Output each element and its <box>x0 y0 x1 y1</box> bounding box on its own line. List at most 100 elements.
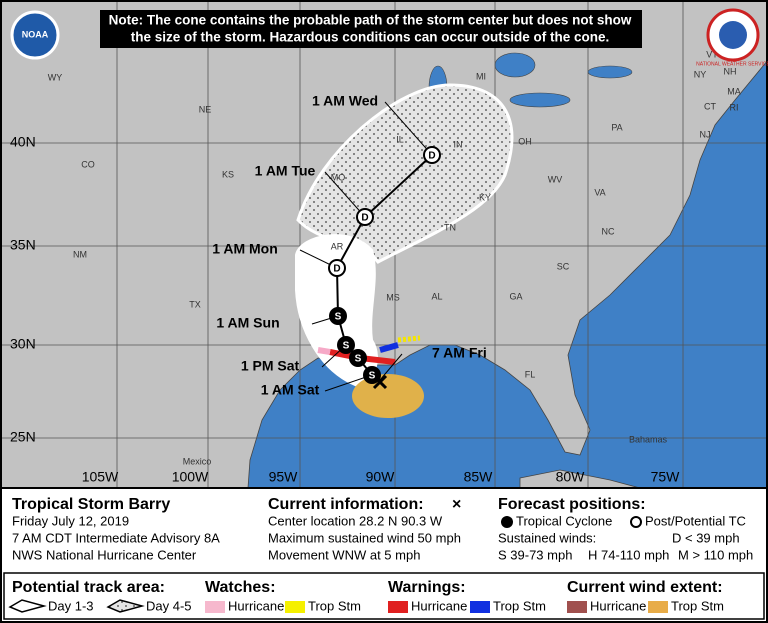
state-label: SC <box>557 261 570 271</box>
forecast-m: M > 110 mph <box>678 547 753 562</box>
forecast-label: 1 AM Sun <box>216 315 279 331</box>
forecast-h: H 74-110 mph <box>588 547 669 562</box>
storm-advisory: 7 AM CDT Intermediate Advisory 8A <box>12 530 220 545</box>
state-label: CO <box>81 159 95 169</box>
storm-date: Friday July 12, 2019 <box>12 513 129 528</box>
state-label: NY <box>694 69 707 79</box>
tc-dot <box>501 516 513 528</box>
cuba <box>519 469 641 488</box>
current-line: Maximum sustained wind 50 mph <box>268 530 461 545</box>
state-label: WY <box>48 72 63 82</box>
state-label: FL <box>525 369 536 379</box>
forecast-winds: Sustained winds: <box>498 530 596 545</box>
marker <box>356 208 374 226</box>
forecast-post: Post/Potential TC <box>645 513 746 528</box>
state-label: VT <box>706 49 718 59</box>
lake-huron <box>494 52 536 78</box>
legend-header: Potential track area: <box>12 579 165 596</box>
marker <box>329 307 347 325</box>
noaa-text: NOAA <box>22 29 49 39</box>
trop-stm-warning <box>379 342 399 353</box>
state-label: MO <box>331 172 346 182</box>
legend-item: Hurricane <box>411 598 467 613</box>
legend-swatch <box>388 601 408 613</box>
forecast-label: 1 AM Sat <box>261 382 320 398</box>
marker-letter: S <box>369 371 376 382</box>
current-line: Center location 28.2 N 90.3 W <box>268 513 443 528</box>
lake-erie <box>509 92 571 108</box>
marker-letter: D <box>361 213 368 224</box>
nws-text: NATIONAL WEATHER SERVICE <box>696 61 768 67</box>
legend-swatch <box>648 601 668 613</box>
legend-item: Day 1-3 <box>48 598 94 613</box>
legend-item: Hurricane <box>590 598 646 613</box>
place-label: Bahamas <box>629 434 668 444</box>
state-label: TN <box>444 222 456 232</box>
marker <box>337 336 355 354</box>
state-label: NH <box>724 66 737 76</box>
marker-letter: S <box>343 341 350 352</box>
forecast-label: 1 AM Mon <box>212 241 278 257</box>
state-label: MI <box>476 71 486 81</box>
state-label: AR <box>331 241 344 251</box>
state-label: WV <box>548 174 563 184</box>
legend-header: Watches: <box>205 579 276 596</box>
map: 40N 35N 30N 25N 105W 100W 95W 90W 85W 80W 75W WY NE C… <box>0 0 768 488</box>
note-line: the size of the storm. Hazardous conditi… <box>131 30 610 45</box>
marker-letter: D <box>333 264 340 275</box>
state-label: KY <box>479 192 491 202</box>
current-symbol: × <box>452 496 461 513</box>
storm-office: NWS National Hurricane Center <box>12 547 197 562</box>
hurricane-watch <box>317 347 331 355</box>
forecast-tc: Tropical Cyclone <box>516 513 612 528</box>
lon-label: 80W <box>556 469 586 485</box>
lon-label: 105W <box>82 469 119 485</box>
legend-header: Current wind extent: <box>567 579 723 596</box>
lat-label: 40N <box>10 134 36 150</box>
state-label: VA <box>594 187 605 197</box>
day13-icon <box>8 599 47 613</box>
forecast-d: D < 39 mph <box>672 530 740 545</box>
state-label: NJ <box>700 129 711 139</box>
noaa-logo <box>10 10 60 60</box>
place-label: Mexico <box>183 456 212 466</box>
legend-item: Day 4-5 <box>146 598 192 613</box>
state-label: CT <box>704 101 716 111</box>
marker <box>328 259 346 277</box>
forecast-label: 1 AM Tue <box>255 163 316 179</box>
note-box <box>100 10 642 48</box>
forecast-s: S 39-73 mph <box>498 547 572 562</box>
day45-icon <box>106 599 145 613</box>
lon-label: 100W <box>172 469 209 485</box>
state-label: NE <box>199 104 212 114</box>
forecast-title: Forecast positions: <box>498 496 646 513</box>
state-label: IL <box>396 134 404 144</box>
state-label: RI <box>730 102 739 112</box>
marker-letter: S <box>335 312 342 323</box>
state-label: NC <box>602 226 615 236</box>
current-title: Current information: <box>268 496 424 513</box>
legend-swatch <box>470 601 490 613</box>
nws-logo-center <box>719 21 747 49</box>
lon-label: 95W <box>269 469 299 485</box>
state-label: TX <box>189 299 201 309</box>
lon-label: 90W <box>366 469 396 485</box>
state-label: PA <box>611 122 622 132</box>
legend-swatch <box>567 601 587 613</box>
post-dot <box>630 516 642 528</box>
legend-item: Trop Stm <box>308 598 361 613</box>
state-label: OH <box>518 136 532 146</box>
legend-item: Trop Stm <box>671 598 724 613</box>
marker <box>423 146 441 164</box>
legend-item: Hurricane <box>228 598 284 613</box>
state-label: AL <box>431 291 442 301</box>
lon-label: 85W <box>464 469 494 485</box>
forecast-label: 7 AM Fri <box>432 345 487 361</box>
state-label: MS <box>386 292 400 302</box>
lake-ontario <box>587 65 633 79</box>
legend-swatch <box>285 601 305 613</box>
current-line: Movement WNW at 5 mph <box>268 547 420 562</box>
marker <box>363 366 381 384</box>
